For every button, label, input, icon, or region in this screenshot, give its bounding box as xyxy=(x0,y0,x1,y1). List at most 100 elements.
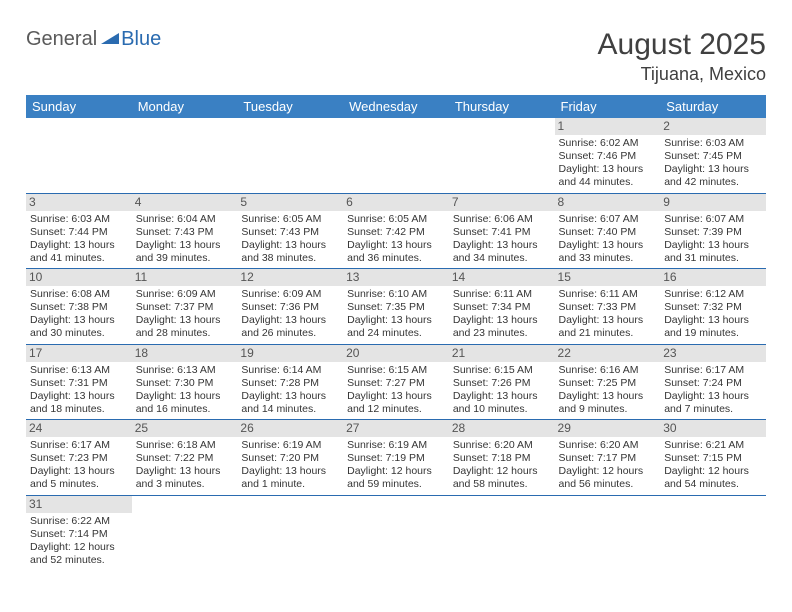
daylight-line: Daylight: 13 hours and 5 minutes. xyxy=(30,465,128,491)
daylight-line: Daylight: 13 hours and 30 minutes. xyxy=(30,314,128,340)
calendar-cell: 1Sunrise: 6:02 AMSunset: 7:46 PMDaylight… xyxy=(555,118,661,193)
calendar-cell: 16Sunrise: 6:12 AMSunset: 7:32 PMDayligh… xyxy=(660,269,766,345)
calendar-cell: 2 Sunrise: 6:03 AMSunset: 7:45 PMDaylight… xyxy=(660,118,766,193)
sunset-line: Sunset: 7:25 PM xyxy=(559,377,657,390)
calendar-cell: 13Sunrise: 6:10 AMSunset: 7:35 PMDayligh… xyxy=(343,269,449,345)
day-number: 6 xyxy=(343,194,449,211)
logo-text-general: General xyxy=(26,28,97,51)
sunrise-line: Sunrise: 6:03 AM xyxy=(664,137,762,150)
sunset-line: Sunset: 7:31 PM xyxy=(30,377,128,390)
calendar-cell xyxy=(555,495,661,570)
sunrise-line: Sunrise: 6:17 AM xyxy=(664,364,762,377)
day-number: 1 xyxy=(555,118,661,135)
day-number: 17 xyxy=(26,345,132,362)
calendar-cell: 7 Sunrise: 6:06 AMSunset: 7:41 PMDaylight… xyxy=(449,193,555,269)
sunrise-line: Sunrise: 6:07 AM xyxy=(559,213,657,226)
sunrise-line: Sunrise: 6:21 AM xyxy=(664,439,762,452)
sunrise-line: Sunrise: 6:18 AM xyxy=(136,439,234,452)
calendar-cell: 12Sunrise: 6:09 AMSunset: 7:36 PMDayligh… xyxy=(237,269,343,345)
sunrise-line: Sunrise: 6:11 AM xyxy=(453,288,551,301)
day-number: 11 xyxy=(132,269,238,286)
calendar-cell: 23Sunrise: 6:17 AMSunset: 7:24 PMDayligh… xyxy=(660,344,766,420)
daylight-line: Daylight: 13 hours and 19 minutes. xyxy=(664,314,762,340)
sunrise-line: Sunrise: 6:19 AM xyxy=(347,439,445,452)
sunset-line: Sunset: 7:27 PM xyxy=(347,377,445,390)
day-number: 7 xyxy=(449,194,555,211)
weekday-header: Thursday xyxy=(449,95,555,118)
day-number: 27 xyxy=(343,420,449,437)
sunrise-line: Sunrise: 6:05 AM xyxy=(241,213,339,226)
day-number: 3 xyxy=(26,194,132,211)
header-row: General Blue August 2025 Tijuana, Mexico xyxy=(26,28,766,85)
daylight-line: Daylight: 13 hours and 34 minutes. xyxy=(453,239,551,265)
sunset-line: Sunset: 7:43 PM xyxy=(136,226,234,239)
daylight-line: Daylight: 12 hours and 54 minutes. xyxy=(664,465,762,491)
daylight-line: Daylight: 12 hours and 52 minutes. xyxy=(30,541,128,567)
daylight-line: Daylight: 13 hours and 23 minutes. xyxy=(453,314,551,340)
calendar-cell: 31Sunrise: 6:22 AMSunset: 7:14 PMDayligh… xyxy=(26,495,132,570)
sunrise-line: Sunrise: 6:05 AM xyxy=(347,213,445,226)
calendar-cell: 25Sunrise: 6:18 AMSunset: 7:22 PMDayligh… xyxy=(132,420,238,496)
sunset-line: Sunset: 7:45 PM xyxy=(664,150,762,163)
daylight-line: Daylight: 13 hours and 14 minutes. xyxy=(241,390,339,416)
calendar-cell: 22Sunrise: 6:16 AMSunset: 7:25 PMDayligh… xyxy=(555,344,661,420)
daylight-line: Daylight: 13 hours and 18 minutes. xyxy=(30,390,128,416)
daylight-line: Daylight: 13 hours and 39 minutes. xyxy=(136,239,234,265)
day-number: 21 xyxy=(449,345,555,362)
day-number: 22 xyxy=(555,345,661,362)
sunset-line: Sunset: 7:30 PM xyxy=(136,377,234,390)
weekday-header: Wednesday xyxy=(343,95,449,118)
calendar-cell: 29Sunrise: 6:20 AMSunset: 7:17 PMDayligh… xyxy=(555,420,661,496)
sunrise-line: Sunrise: 6:06 AM xyxy=(453,213,551,226)
day-number: 25 xyxy=(132,420,238,437)
daylight-line: Daylight: 12 hours and 56 minutes. xyxy=(559,465,657,491)
calendar-cell: 8Sunrise: 6:07 AMSunset: 7:40 PMDaylight… xyxy=(555,193,661,269)
sunset-line: Sunset: 7:28 PM xyxy=(241,377,339,390)
sunset-line: Sunset: 7:35 PM xyxy=(347,301,445,314)
sunrise-line: Sunrise: 6:07 AM xyxy=(664,213,762,226)
daylight-line: Daylight: 13 hours and 42 minutes. xyxy=(664,163,762,189)
day-number: 26 xyxy=(237,420,343,437)
day-number: 20 xyxy=(343,345,449,362)
daylight-line: Daylight: 13 hours and 9 minutes. xyxy=(559,390,657,416)
sunset-line: Sunset: 7:41 PM xyxy=(453,226,551,239)
day-number: 19 xyxy=(237,345,343,362)
calendar-cell: 3Sunrise: 6:03 AMSunset: 7:44 PMDaylight… xyxy=(26,193,132,269)
day-number: 2 xyxy=(660,118,766,135)
sunset-line: Sunset: 7:14 PM xyxy=(30,528,128,541)
sunset-line: Sunset: 7:43 PM xyxy=(241,226,339,239)
calendar-cell: 14Sunrise: 6:11 AMSunset: 7:34 PMDayligh… xyxy=(449,269,555,345)
calendar-cell: 17Sunrise: 6:13 AMSunset: 7:31 PMDayligh… xyxy=(26,344,132,420)
calendar-cell: 28Sunrise: 6:20 AMSunset: 7:18 PMDayligh… xyxy=(449,420,555,496)
calendar-cell: 4Sunrise: 6:04 AMSunset: 7:43 PMDaylight… xyxy=(132,193,238,269)
day-number: 8 xyxy=(555,194,661,211)
calendar-cell: 19Sunrise: 6:14 AMSunset: 7:28 PMDayligh… xyxy=(237,344,343,420)
daylight-line: Daylight: 13 hours and 24 minutes. xyxy=(347,314,445,340)
sunset-line: Sunset: 7:26 PM xyxy=(453,377,551,390)
weekday-header: Friday xyxy=(555,95,661,118)
logo-triangle-icon xyxy=(101,30,119,44)
sunrise-line: Sunrise: 6:22 AM xyxy=(30,515,128,528)
sunset-line: Sunset: 7:20 PM xyxy=(241,452,339,465)
sunrise-line: Sunrise: 6:20 AM xyxy=(453,439,551,452)
calendar-row: 24Sunrise: 6:17 AMSunset: 7:23 PMDayligh… xyxy=(26,420,766,496)
sunrise-line: Sunrise: 6:09 AM xyxy=(241,288,339,301)
daylight-line: Daylight: 13 hours and 36 minutes. xyxy=(347,239,445,265)
logo-text-blue: Blue xyxy=(121,28,161,51)
sunset-line: Sunset: 7:24 PM xyxy=(664,377,762,390)
weekday-header: Tuesday xyxy=(237,95,343,118)
calendar-cell xyxy=(449,495,555,570)
sunrise-line: Sunrise: 6:19 AM xyxy=(241,439,339,452)
day-number: 12 xyxy=(237,269,343,286)
sunrise-line: Sunrise: 6:04 AM xyxy=(136,213,234,226)
daylight-line: Daylight: 13 hours and 44 minutes. xyxy=(559,163,657,189)
day-number: 5 xyxy=(237,194,343,211)
sunset-line: Sunset: 7:32 PM xyxy=(664,301,762,314)
sunset-line: Sunset: 7:18 PM xyxy=(453,452,551,465)
daylight-line: Daylight: 12 hours and 58 minutes. xyxy=(453,465,551,491)
calendar-cell: 30Sunrise: 6:21 AMSunset: 7:15 PMDayligh… xyxy=(660,420,766,496)
sunset-line: Sunset: 7:42 PM xyxy=(347,226,445,239)
sunrise-line: Sunrise: 6:10 AM xyxy=(347,288,445,301)
calendar-cell: 18Sunrise: 6:13 AMSunset: 7:30 PMDayligh… xyxy=(132,344,238,420)
weekday-header: Saturday xyxy=(660,95,766,118)
